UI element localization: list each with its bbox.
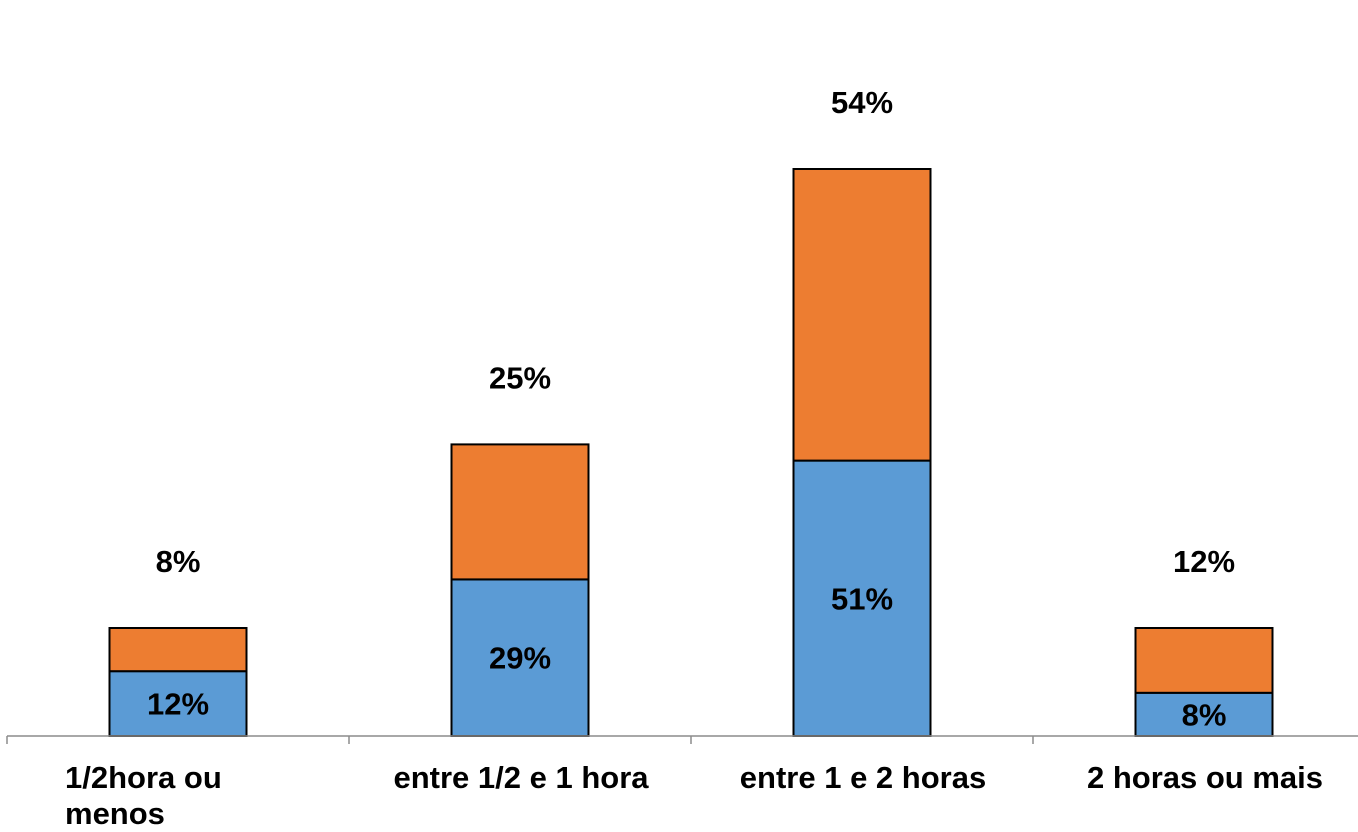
data-label-orange-2: 25%: [489, 360, 551, 395]
data-labels-group: 12% 8% 29% 25% 51% 54% 8% 12%: [147, 85, 1235, 732]
bar-blue-1: [108, 670, 248, 738]
data-label-blue-2: 29%: [489, 641, 551, 676]
data-label-orange-4: 12%: [1173, 544, 1235, 579]
x-axis: [6, 735, 1358, 744]
bar-blue-2: [450, 578, 590, 738]
x-tick-label-4: 2 horas ou mais: [1086, 760, 1324, 795]
bar-orange-3: [792, 168, 932, 462]
bar-orange-1: [108, 627, 248, 673]
data-label-orange-3: 54%: [831, 85, 893, 120]
bar-blue-4: [1134, 691, 1274, 737]
x-tick-label-2: entre 1/2 e 1 hora: [393, 760, 649, 795]
bars-group: [108, 168, 1274, 738]
x-tick-label-3: entre 1 e 2 horas: [739, 760, 987, 795]
data-label-blue-3: 51%: [831, 581, 893, 616]
bar-orange-2: [450, 443, 590, 581]
data-label-orange-1: 8%: [156, 544, 201, 579]
x-tick-label-1: 1/2hora ou menos: [65, 760, 222, 831]
bar-orange-4: [1134, 627, 1274, 694]
data-label-blue-1: 12%: [147, 687, 209, 722]
data-label-blue-4: 8%: [1182, 697, 1227, 732]
